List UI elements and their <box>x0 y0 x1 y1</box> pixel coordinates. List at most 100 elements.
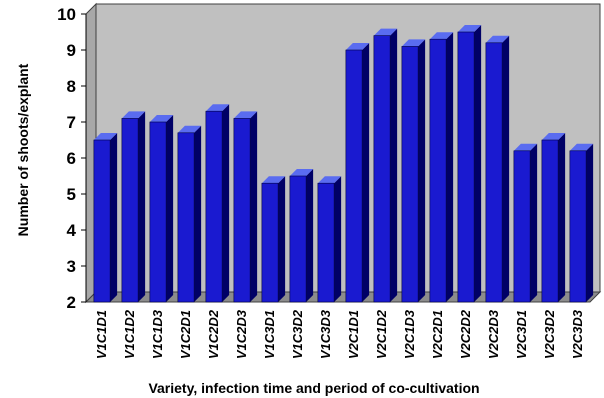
bar-side <box>306 169 314 302</box>
x-tick-label: V2C1D1 <box>346 310 361 359</box>
x-tick-label: V2C1D2 <box>374 309 389 359</box>
bars-group <box>93 25 594 303</box>
bar-top <box>457 25 482 32</box>
x-tick-label: V1C2D3 <box>234 309 249 359</box>
bar-top <box>205 104 230 112</box>
bar <box>261 176 286 303</box>
bar-front <box>149 121 167 303</box>
bar <box>317 176 342 303</box>
x-axis-ticks: V1C1D1 V1C1D2 V1C1D3 V1C2D1 V1C2D2 V1C2D3 V1C3… <box>94 309 585 359</box>
bar-top <box>513 143 538 151</box>
bar-side <box>418 39 426 303</box>
bar-top <box>121 111 146 119</box>
bar <box>121 111 146 303</box>
bar-side <box>362 43 370 302</box>
bar-side <box>586 143 594 302</box>
bar <box>513 143 538 303</box>
bar-front <box>317 182 335 303</box>
bar-front <box>485 42 503 303</box>
bar-side <box>278 176 286 302</box>
x-tick-label: V2C1D3 <box>402 309 417 359</box>
bar-side <box>502 35 510 303</box>
bar-top <box>289 169 314 176</box>
y-tick-label: 4 <box>67 221 77 240</box>
bar-top <box>317 176 342 184</box>
bar-front <box>177 132 195 303</box>
y-tick-label: 3 <box>67 257 76 276</box>
y-tick-label: 5 <box>67 185 76 204</box>
y-tick-label: 2 <box>67 293 76 312</box>
bar-top <box>373 28 398 36</box>
y-axis-ticks: 2 3 4 5 6 7 8 9 10 <box>57 5 86 312</box>
bar-side <box>474 25 482 302</box>
bar-side <box>558 133 566 302</box>
bar-front <box>261 182 279 303</box>
y-tick-label: 7 <box>67 113 76 132</box>
bar-front <box>457 31 475 303</box>
bar <box>93 133 118 303</box>
bar-top <box>149 115 174 122</box>
x-tick-label: V1C3D3 <box>318 309 333 359</box>
bar-front <box>345 49 363 303</box>
bar <box>233 111 258 303</box>
bar <box>373 28 398 303</box>
bar <box>289 169 314 303</box>
bar <box>401 39 426 303</box>
bar <box>541 133 566 303</box>
bar-front <box>93 139 111 303</box>
x-tick-label: V1C1D1 <box>94 310 109 359</box>
bar-side <box>446 32 454 302</box>
bar <box>177 125 202 303</box>
x-tick-label: V2C2D3 <box>486 309 501 359</box>
x-tick-label: V1C2D1 <box>178 310 193 359</box>
x-tick-label: V2C2D2 <box>458 309 473 359</box>
x-tick-label: V1C2D2 <box>206 309 221 359</box>
y-tick-label: 10 <box>57 5 76 24</box>
bar-side <box>110 133 118 302</box>
bar-side <box>390 28 398 302</box>
bar-front <box>541 139 559 303</box>
bar-side <box>138 111 146 303</box>
bar-top <box>569 143 594 151</box>
bar-front <box>401 46 419 303</box>
bar <box>205 104 230 303</box>
bar-front <box>569 150 587 303</box>
x-tick-label: V2C3D2 <box>542 309 557 359</box>
bar-side <box>334 176 342 302</box>
bar-top <box>429 32 454 40</box>
bar-front <box>373 35 391 303</box>
bar-front <box>121 118 139 303</box>
bar-top <box>233 111 258 119</box>
y-axis-title: Number of shoots/explant <box>15 63 31 236</box>
bar <box>569 143 594 303</box>
bar-top <box>345 43 370 50</box>
x-tick-label: V1C1D3 <box>150 309 165 359</box>
bar-top <box>177 125 202 133</box>
x-tick-label: V2C3D3 <box>570 309 585 359</box>
bar-front <box>205 110 223 303</box>
bar-front <box>513 150 531 303</box>
bar-side <box>250 111 258 303</box>
x-tick-label: V1C3D2 <box>290 309 305 359</box>
bar-side <box>530 143 538 302</box>
bar-side <box>222 104 230 302</box>
x-tick-label: V1C1D2 <box>122 309 137 359</box>
bar-front <box>289 175 307 303</box>
bar-top <box>485 35 510 43</box>
bar-top <box>541 133 566 140</box>
y-tick-label: 9 <box>67 41 76 60</box>
bar <box>457 25 482 303</box>
bar <box>345 43 370 303</box>
x-tick-label: V2C3D1 <box>514 310 529 359</box>
bar <box>429 32 454 303</box>
bar-top <box>93 133 118 140</box>
y-tick-label: 8 <box>67 77 76 96</box>
x-tick-label: V2C2D1 <box>430 310 445 359</box>
bar-side <box>194 125 202 302</box>
x-axis-title: Variety, infection time and period of co… <box>148 380 479 396</box>
bar-top <box>401 39 426 47</box>
bar <box>149 115 174 303</box>
x-tick-label: V1C3D1 <box>262 310 277 359</box>
bar-front <box>429 38 447 303</box>
